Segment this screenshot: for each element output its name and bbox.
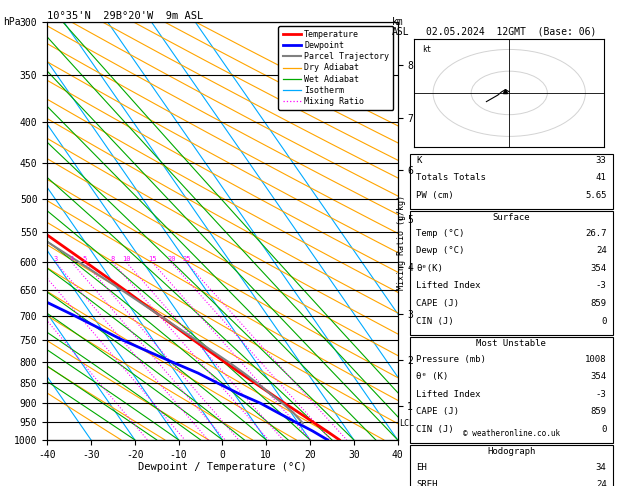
- Bar: [409, 154, 613, 208]
- Bar: [409, 445, 613, 486]
- Text: 3: 3: [53, 257, 58, 262]
- Text: -3: -3: [596, 281, 606, 291]
- Text: LCL: LCL: [399, 418, 414, 428]
- Text: 24: 24: [596, 480, 606, 486]
- Text: 5: 5: [82, 257, 87, 262]
- Text: 41: 41: [596, 173, 606, 182]
- Text: Hodograph: Hodograph: [487, 447, 536, 456]
- Text: θᵉ (K): θᵉ (K): [416, 372, 448, 381]
- Text: θᵉ(K): θᵉ(K): [416, 264, 443, 273]
- Text: Totals Totals: Totals Totals: [416, 173, 486, 182]
- X-axis label: Dewpoint / Temperature (°C): Dewpoint / Temperature (°C): [138, 462, 307, 472]
- Text: 24: 24: [596, 246, 606, 255]
- Text: 10: 10: [122, 257, 131, 262]
- Text: © weatheronline.co.uk: © weatheronline.co.uk: [463, 429, 560, 438]
- Text: 26.7: 26.7: [585, 229, 606, 238]
- Text: K: K: [416, 156, 421, 165]
- Text: ASL: ASL: [392, 27, 409, 37]
- Legend: Temperature, Dewpoint, Parcel Trajectory, Dry Adiabat, Wet Adiabat, Isotherm, Mi: Temperature, Dewpoint, Parcel Trajectory…: [279, 26, 393, 110]
- Text: 4: 4: [70, 257, 74, 262]
- Text: EH: EH: [416, 463, 427, 472]
- Bar: [409, 211, 613, 334]
- Text: CIN (J): CIN (J): [416, 425, 454, 434]
- Text: -3: -3: [596, 390, 606, 399]
- Text: Most Unstable: Most Unstable: [477, 339, 547, 347]
- Text: km: km: [392, 17, 404, 27]
- Text: kt: kt: [421, 45, 431, 54]
- Text: Pressure (mb): Pressure (mb): [416, 355, 486, 364]
- Text: Mixing Ratio (g/kg): Mixing Ratio (g/kg): [397, 195, 406, 291]
- Text: 354: 354: [591, 264, 606, 273]
- Text: CIN (J): CIN (J): [416, 316, 454, 326]
- Text: 0: 0: [601, 316, 606, 326]
- Text: 33: 33: [596, 156, 606, 165]
- Text: 5.65: 5.65: [585, 191, 606, 200]
- Text: 859: 859: [591, 299, 606, 308]
- Text: PW (cm): PW (cm): [416, 191, 454, 200]
- Text: hPa: hPa: [3, 17, 21, 27]
- Text: 25: 25: [182, 257, 191, 262]
- Text: 8: 8: [111, 257, 115, 262]
- Text: 15: 15: [148, 257, 157, 262]
- Text: 10°35'N  29B°20'W  9m ASL: 10°35'N 29B°20'W 9m ASL: [47, 11, 203, 21]
- Bar: [409, 337, 613, 443]
- Text: CAPE (J): CAPE (J): [416, 299, 459, 308]
- Text: SREH: SREH: [416, 480, 438, 486]
- Text: 34: 34: [596, 463, 606, 472]
- Text: Lifted Index: Lifted Index: [416, 281, 481, 291]
- Text: Temp (°C): Temp (°C): [416, 229, 465, 238]
- Text: 02.05.2024  12GMT  (Base: 06): 02.05.2024 12GMT (Base: 06): [426, 26, 596, 36]
- Text: Lifted Index: Lifted Index: [416, 390, 481, 399]
- Text: Dewp (°C): Dewp (°C): [416, 246, 465, 255]
- Text: 859: 859: [591, 407, 606, 416]
- Text: 20: 20: [167, 257, 175, 262]
- Text: Surface: Surface: [493, 213, 530, 222]
- Text: CAPE (J): CAPE (J): [416, 407, 459, 416]
- Text: 354: 354: [591, 372, 606, 381]
- Text: 1008: 1008: [585, 355, 606, 364]
- Text: 0: 0: [601, 425, 606, 434]
